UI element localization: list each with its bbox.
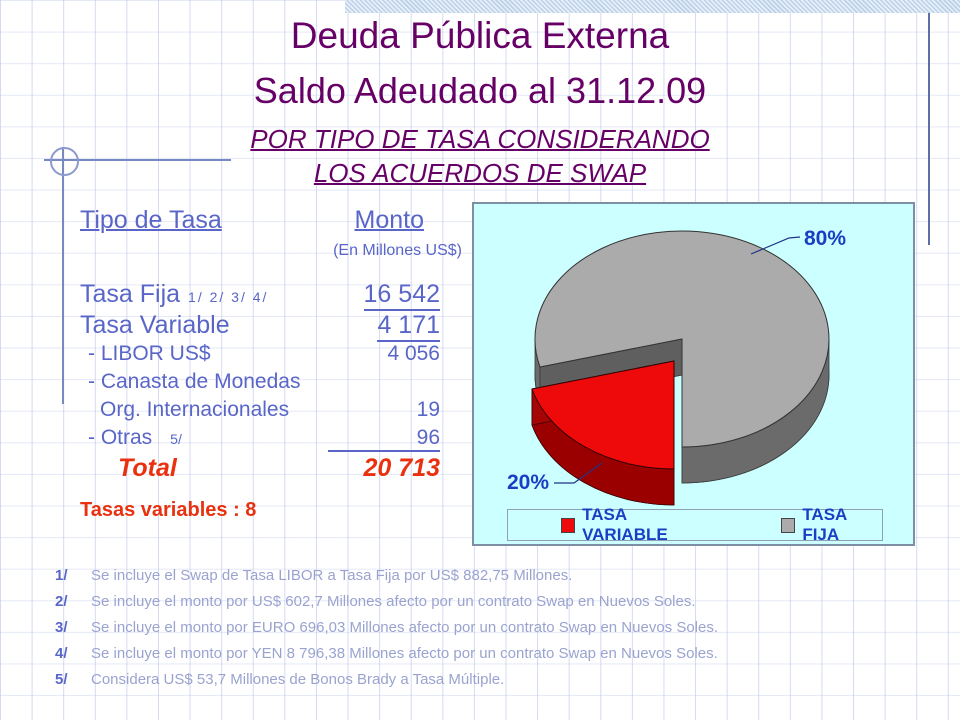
row-value: 96 (328, 426, 440, 452)
table-header-row: Tipo de Tasa Monto (80, 206, 440, 242)
blueprint-circle-icon (50, 147, 79, 176)
footnote-marker: 4/ (55, 645, 68, 662)
leader-line-80 (750, 236, 801, 255)
column-header-monto: Monto (354, 206, 424, 234)
table-row: Org. Internacionales 19 (80, 398, 440, 426)
row-footnote-marker: 5/ (170, 431, 182, 447)
table-row: Tasa Variable 4 171 (80, 311, 440, 342)
pct-label-tasa-fija: 80% (804, 227, 846, 250)
row-value: 4 171 (377, 311, 440, 342)
footnote-marker: 1/ (55, 567, 68, 584)
total-value: 20 713 (363, 454, 440, 482)
table-unit-label: (En Millones US$) (333, 242, 462, 259)
leader-line-20 (554, 462, 603, 484)
footnote: 5/ Considera US$ 53,7 Millones de Bonos … (55, 671, 915, 697)
row-footnote-markers: 1/ 2/ 3/ 4/ (188, 289, 269, 305)
legend-item-tasa-fija: TASA FIJA (781, 505, 882, 545)
pct-label-tasa-variable: 20% (507, 471, 549, 494)
footnote-text: Considera US$ 53,7 Millones de Bonos Bra… (91, 671, 505, 688)
blueprint-vertical-line (62, 147, 64, 404)
footnote-text: Se incluye el Swap de Tasa LIBOR a Tasa … (91, 567, 573, 584)
row-label: - Otras (88, 426, 153, 449)
variable-rates-note: Tasas variables : 8 (80, 499, 257, 521)
footnote-text: Se incluye el monto por US$ 602,7 Millon… (91, 593, 696, 610)
row-value: 19 (416, 398, 440, 421)
footnote: 3/ Se incluye el monto por EURO 696,03 M… (55, 619, 915, 645)
table-row: - LIBOR US$ 4 056 (80, 342, 440, 370)
column-header-tipo: Tipo de Tasa (80, 206, 222, 234)
footnote-text: Se incluye el monto por YEN 8 796,38 Mil… (91, 645, 718, 662)
row-label: - LIBOR US$ (88, 342, 211, 365)
footnote-marker: 2/ (55, 593, 68, 610)
slide-title-line1: Deuda Pública Externa (290, 15, 670, 56)
rate-type-table: Tipo de Tasa Monto (En Millones US$) Tas… (80, 206, 462, 522)
right-vertical-line (928, 13, 930, 245)
legend-swatch-gray (781, 517, 796, 533)
table-row: - Otras 5/ 96 (80, 426, 440, 454)
footnote-text: Se incluye el monto por EURO 696,03 Mill… (91, 619, 719, 636)
table-row: - Canasta de Monedas (80, 370, 440, 398)
blueprint-horizontal-line (44, 159, 231, 161)
legend-item-tasa-variable: TASA VARIABLE (561, 505, 707, 545)
row-label: Tasa Variable (80, 311, 230, 339)
row-value: 4 056 (387, 342, 440, 365)
pie-slice-tasa-fija (534, 230, 830, 484)
footnote-marker: 3/ (55, 619, 68, 636)
chart-legend: TASA VARIABLE TASA FIJA (507, 505, 883, 544)
table-total-row: Total 20 713 (80, 454, 440, 488)
slide-subtitle-line2: LOS ACUERDOS DE SWAP (313, 158, 647, 188)
total-label: Total (118, 454, 177, 482)
row-value: 16 542 (363, 280, 440, 311)
table-row: Tasa Fija 1/ 2/ 3/ 4/ 16 542 (80, 280, 440, 311)
pie-chart: 80% 20% (507, 227, 846, 506)
legend-swatch-red (561, 517, 576, 533)
legend-label: TASA FIJA (802, 505, 847, 544)
slide-subtitle-line1: POR TIPO DE TASA CONSIDERANDO (250, 124, 710, 154)
footnotes: 1/ Se incluye el Swap de Tasa LIBOR a Ta… (55, 567, 915, 697)
top-hatch-band (345, 0, 960, 13)
pie-chart-panel: 80% 20% TASA VARIABLE TASA FIJA (472, 202, 915, 546)
pie-slice-tasa-variable (531, 360, 675, 506)
footnote: 1/ Se incluye el Swap de Tasa LIBOR a Ta… (55, 567, 915, 593)
footnote: 4/ Se incluye el monto por YEN 8 796,38 … (55, 645, 915, 671)
row-label: - Canasta de Monedas (88, 370, 301, 393)
row-label: Tasa Fija (80, 280, 181, 308)
footnote-marker: 5/ (55, 671, 68, 688)
legend-label: TASA VARIABLE (582, 505, 668, 544)
footnote: 2/ Se incluye el monto por US$ 602,7 Mil… (55, 593, 915, 619)
row-label: Org. Internacionales (100, 398, 290, 421)
slide-title-line2: Saldo Adeudado al 31.12.09 (253, 70, 707, 111)
